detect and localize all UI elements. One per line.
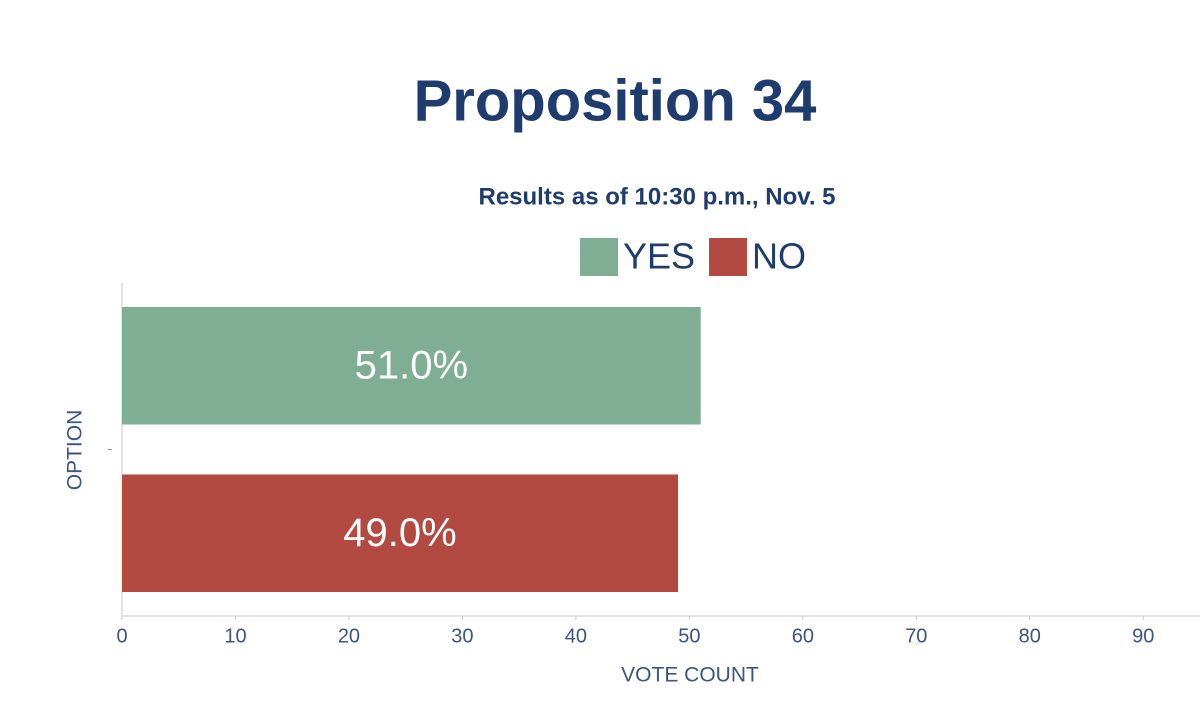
y-axis-title: OPTION [64,410,87,491]
legend-label: NO [752,236,806,277]
x-tick-label: 50 [678,625,700,647]
x-tick-label: 40 [565,625,587,647]
x-tick-label: 90 [1132,625,1154,647]
chart-subtitle: Results as of 10:30 p.m., Nov. 5 [478,183,835,210]
x-tick-label: 0 [116,625,127,647]
value-label: 51.0% [355,343,468,387]
legend-label: YES [623,236,695,277]
x-axis-title: VOTE COUNT [621,664,759,687]
x-tick-label: 80 [1019,625,1041,647]
x-tick-label: 30 [451,625,473,647]
x-tick-label: 10 [224,625,246,647]
x-tick-label: 70 [905,625,927,647]
x-tick-label: 20 [338,625,360,647]
bar [122,474,679,592]
bar [122,307,701,425]
value-label: 49.0% [343,511,456,555]
legend-swatch [580,238,618,276]
x-tick-label: 60 [792,625,814,647]
chart-title: Proposition 34 [414,68,817,133]
legend-swatch [709,238,748,276]
